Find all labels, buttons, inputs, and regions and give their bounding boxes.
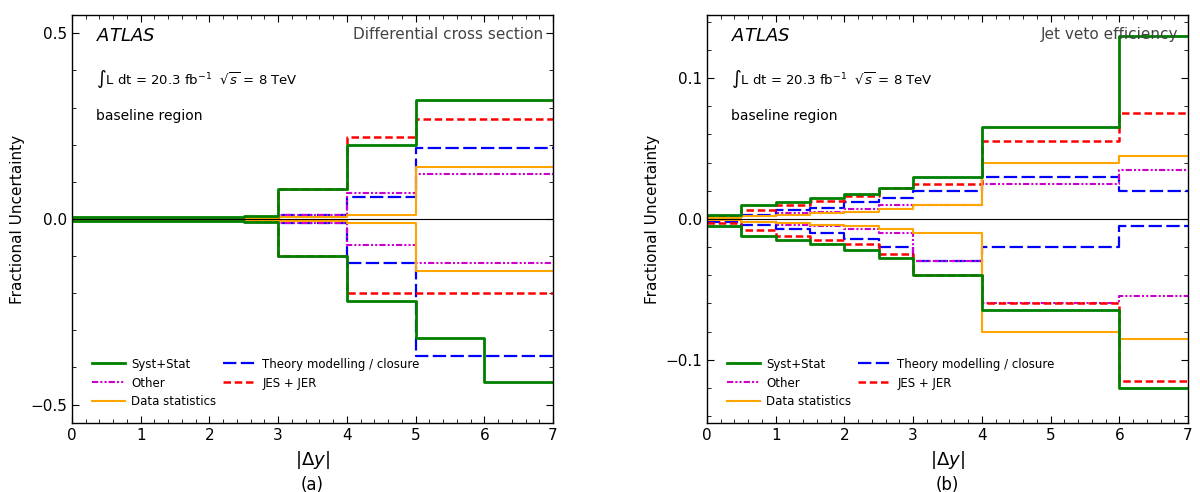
Legend: Syst+Stat, Other, Data statistics, Theory modelling / closure, JES + JER: Syst+Stat, Other, Data statistics, Theor…	[722, 353, 1060, 413]
Text: baseline region: baseline region	[731, 109, 838, 123]
Text: $\int$L dt = 20.3 fb$^{-1}$  $\sqrt{s}$ = 8 TeV: $\int$L dt = 20.3 fb$^{-1}$ $\sqrt{s}$ =…	[731, 68, 932, 90]
Y-axis label: Fractional Uncertainty: Fractional Uncertainty	[10, 134, 25, 304]
Legend: Syst+Stat, Other, Data statistics, Theory modelling / closure, JES + JER: Syst+Stat, Other, Data statistics, Theor…	[88, 353, 425, 413]
Text: (b): (b)	[936, 476, 959, 492]
X-axis label: $|\Delta y|$: $|\Delta y|$	[930, 449, 965, 470]
X-axis label: $|\Delta y|$: $|\Delta y|$	[295, 449, 330, 470]
Text: $\mathbf{\it{ATLAS}}$: $\mathbf{\it{ATLAS}}$	[731, 27, 791, 45]
Text: baseline region: baseline region	[96, 109, 203, 123]
Text: (a): (a)	[301, 476, 324, 492]
Text: Jet veto efficiency: Jet veto efficiency	[1040, 27, 1178, 42]
Y-axis label: Fractional Uncertainty: Fractional Uncertainty	[644, 134, 660, 304]
Text: $\mathbf{\it{ATLAS}}$: $\mathbf{\it{ATLAS}}$	[96, 27, 156, 45]
Text: Differential cross section: Differential cross section	[353, 27, 544, 42]
Text: $\int$L dt = 20.3 fb$^{-1}$  $\sqrt{s}$ = 8 TeV: $\int$L dt = 20.3 fb$^{-1}$ $\sqrt{s}$ =…	[96, 68, 298, 90]
